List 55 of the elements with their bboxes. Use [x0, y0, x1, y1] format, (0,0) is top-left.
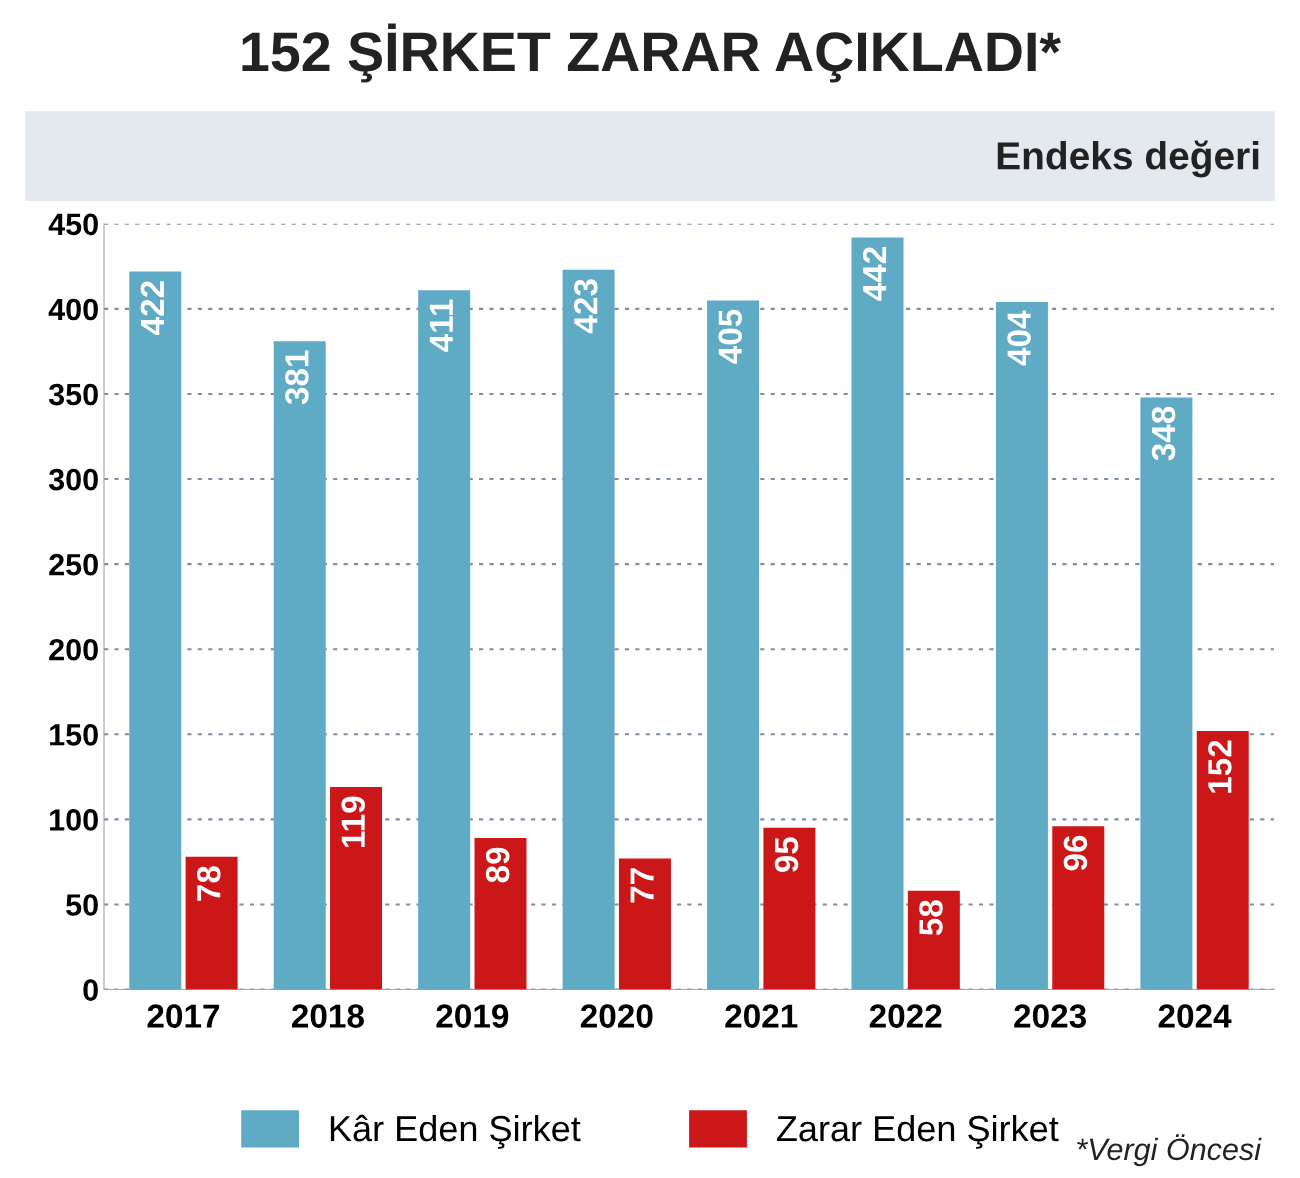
- data-label: 89: [485, 847, 510, 883]
- y-tick-label: 50: [66, 894, 98, 916]
- bar: [618, 858, 671, 990]
- legend-label: Kâr Eden Şirket: [330, 1114, 581, 1149]
- bar: [1196, 730, 1249, 990]
- y-tick-label: 150: [50, 724, 98, 746]
- data-label: 411: [429, 299, 453, 352]
- data-label: 381: [285, 350, 309, 405]
- data-label: 152: [1208, 740, 1232, 793]
- x-tick-label: 2024: [1158, 1004, 1232, 1028]
- data-label: 422: [140, 281, 164, 335]
- y-tick-label: 400: [48, 298, 98, 321]
- y-tick-label: 250: [49, 553, 98, 576]
- bar: [474, 838, 527, 990]
- data-label: 58: [919, 900, 943, 936]
- chart-subtitle: Endeks değeri: [997, 140, 1259, 178]
- bar: [129, 271, 182, 990]
- chart-title: 152 ŞİRKET ZARAR AÇIKLADI*: [242, 23, 1061, 83]
- data-label: 96: [1063, 835, 1088, 871]
- bar: [562, 269, 615, 990]
- x-tick-label: 2018: [291, 1004, 364, 1028]
- y-tick-label: 300: [48, 468, 98, 491]
- legend-label: Zarar Eden Şirket: [776, 1114, 1059, 1149]
- bar: [707, 300, 760, 990]
- data-label: 405: [718, 309, 742, 364]
- y-tick-label: 450: [48, 213, 98, 236]
- x-tick-label: 2019: [436, 1004, 509, 1028]
- bar: [907, 890, 960, 990]
- bar: [1140, 397, 1193, 990]
- x-tick-label: 2022: [869, 1004, 942, 1028]
- bar: [273, 341, 326, 990]
- x-tick-label: 2023: [1014, 1004, 1086, 1028]
- bar: [330, 787, 383, 990]
- data-label: 119: [341, 796, 365, 848]
- text: *Vergi Öncesi: [1077, 1134, 1262, 1167]
- y-tick-label: 200: [49, 638, 98, 661]
- data-label: 348: [1151, 406, 1176, 461]
- y-tick-label: 350: [48, 383, 98, 406]
- y-tick-label: 100: [50, 809, 98, 831]
- bar: [185, 856, 238, 990]
- bar: [851, 237, 904, 990]
- data-label: 78: [196, 866, 221, 901]
- data-label: 404: [1007, 310, 1031, 366]
- bar: [763, 827, 816, 990]
- x-tick-label: 2017: [147, 1004, 220, 1028]
- bar: [995, 302, 1048, 990]
- x-tick-label: 2020: [580, 1004, 653, 1028]
- y-tick-label: 0: [83, 979, 98, 1001]
- data-label: 423: [573, 279, 598, 334]
- data-label: 77: [630, 868, 654, 903]
- x-tick-label: 2021: [725, 1004, 798, 1028]
- data-label: 95: [774, 837, 799, 873]
- bar: [1052, 826, 1105, 990]
- bar: [418, 290, 471, 990]
- data-label: 442: [862, 247, 887, 301]
